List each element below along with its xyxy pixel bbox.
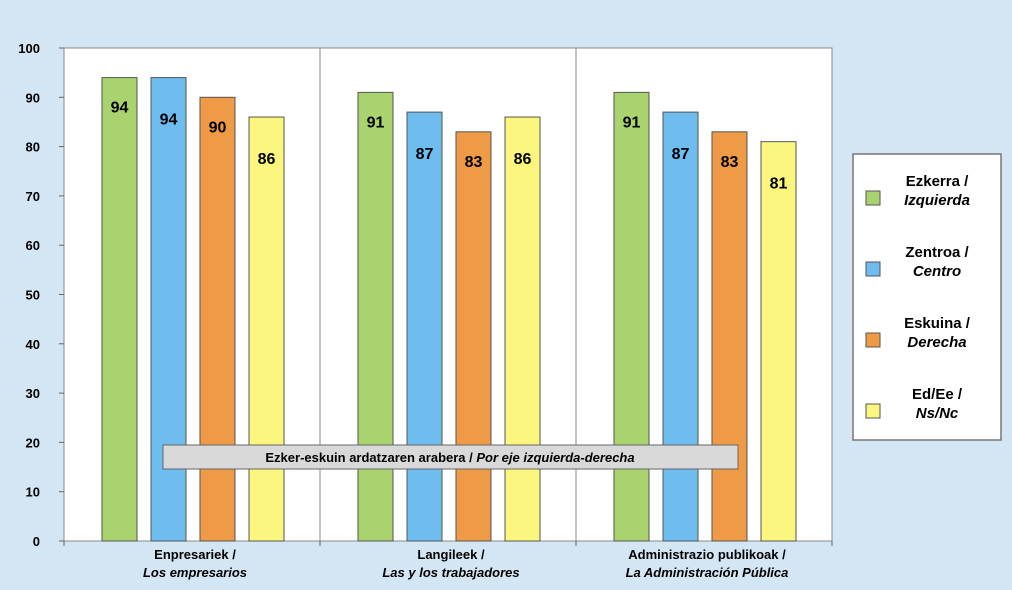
bar-value-label: 91 (367, 114, 385, 131)
legend-swatch (865, 403, 881, 419)
legend-sublabel: Centro (913, 263, 961, 280)
y-tick-label: 40 (26, 337, 40, 352)
legend: Ezkerra / Izquierda Zentroa / Centro Eskuina… (852, 153, 1002, 441)
annotation-text: Ezker-eskuin ardatzaren arabera / Por ej… (265, 450, 634, 465)
bar-value-label: 81 (770, 176, 788, 193)
y-tick-label: 60 (26, 238, 40, 253)
legend-swatch (865, 332, 881, 348)
bar (150, 77, 187, 542)
legend-label: Eskuina / (904, 315, 971, 332)
y-tick-label: 30 (26, 386, 40, 401)
y-tick-label: 10 (26, 485, 40, 500)
bar-value-label: 87 (416, 146, 434, 163)
bar (357, 91, 394, 542)
legend-sublabel: Ns/Nc (916, 405, 959, 422)
y-tick-label: 50 (26, 288, 40, 303)
bar-value-label: 83 (721, 154, 739, 171)
legend-label: Ezkerra / (906, 173, 969, 190)
y-axis: 0 10 20 30 40 50 60 70 80 90 100 (18, 41, 64, 549)
bar-value-label: 83 (465, 154, 483, 171)
bar-value-label: 90 (209, 119, 227, 136)
legend-swatch (865, 190, 881, 206)
bar-value-label: 86 (514, 151, 532, 168)
x-category-sublabel: Las y los trabajadores (382, 565, 519, 580)
annotation-prefix: Ezker-eskuin ardatzaren arabera / (265, 450, 476, 465)
bar-value-label: 94 (160, 112, 178, 129)
bar (248, 116, 285, 542)
x-category-label: Administrazio publikoak / (628, 547, 786, 562)
bar (406, 111, 443, 542)
bar (711, 131, 748, 542)
legend-label: Ed/Ee / (912, 386, 963, 403)
y-tick-label: 80 (26, 140, 40, 155)
x-category-sublabel: Los empresarios (143, 565, 247, 580)
y-tick-label: 0 (33, 534, 40, 549)
bar-value-label: 91 (623, 114, 641, 131)
bar-value-label: 94 (111, 100, 129, 117)
bar (101, 77, 138, 542)
bar-value-label: 87 (672, 146, 690, 163)
legend-swatch (865, 261, 881, 277)
y-tick-label: 70 (26, 189, 40, 204)
annotation-box: Ezker-eskuin ardatzaren arabera / Por ej… (162, 444, 739, 470)
bar (504, 116, 541, 542)
x-axis: Enpresariek / Los empresarios Langileek / L… (63, 541, 833, 580)
legend-sublabel: Izquierda (904, 192, 970, 209)
y-tick-label: 20 (26, 435, 40, 450)
annotation-italic: Por eje izquierda-derecha (476, 450, 634, 465)
bar-value-label: 86 (258, 151, 276, 168)
bar (455, 131, 492, 542)
bar (199, 96, 236, 542)
legend-label: Zentroa / (905, 244, 969, 261)
x-category-sublabel: La Administración Pública (626, 565, 789, 580)
bar (613, 91, 650, 542)
y-tick-label: 90 (26, 90, 40, 105)
bar (760, 141, 797, 542)
x-category-label: Langileek / (417, 547, 485, 562)
bar (662, 111, 699, 542)
x-category-label: Enpresariek / (154, 547, 236, 562)
legend-sublabel: Derecha (907, 334, 966, 351)
y-tick-label: 100 (18, 41, 40, 56)
